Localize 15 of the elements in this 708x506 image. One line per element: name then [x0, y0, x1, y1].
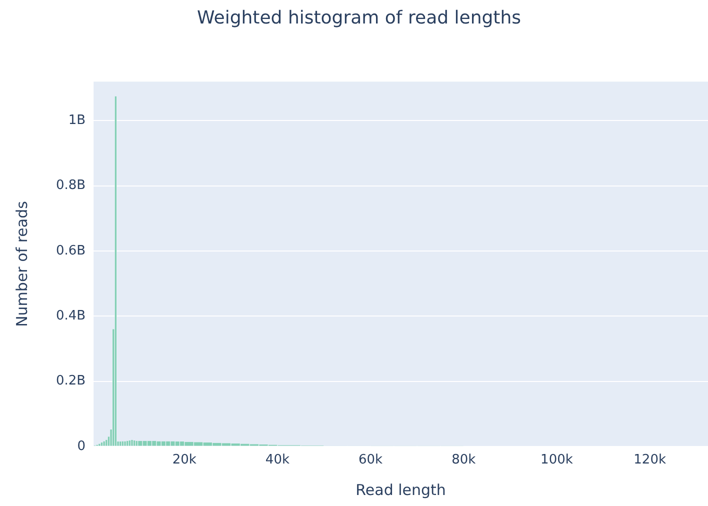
y-tick-label: 0.2B [56, 374, 86, 389]
x-tick-label: 60k [358, 452, 384, 468]
y-tick-label: 0 [77, 438, 86, 454]
y-tick-label: 0.6B [56, 243, 86, 258]
x-tick-label: 120k [634, 452, 666, 468]
x-axis-title: Read length [356, 480, 446, 499]
y-axis-title: Number of reads [12, 200, 31, 327]
y-tick-label: 0.8B [56, 178, 86, 194]
y-tick-label: 1B [68, 113, 86, 128]
x-tick-label: 20k [172, 452, 197, 468]
x-tick-label: 40k [265, 452, 290, 468]
y-tick-label: 0.4B [56, 308, 86, 324]
x-tick-label: 80k [452, 452, 476, 468]
x-tick-label: 100k [540, 452, 574, 468]
chart-title: Weighted histogram of read lengths [197, 7, 521, 28]
